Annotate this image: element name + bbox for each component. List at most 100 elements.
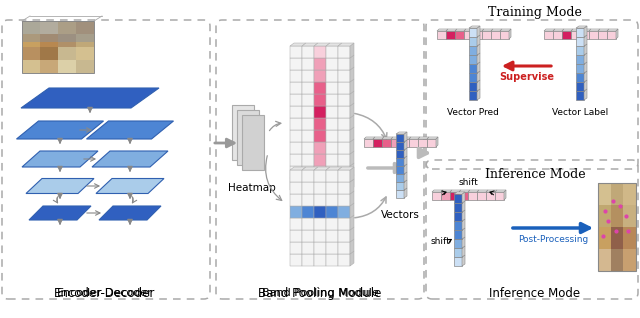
- Polygon shape: [404, 172, 407, 182]
- Bar: [396, 166, 404, 174]
- Bar: [396, 182, 404, 190]
- Bar: [409, 139, 418, 147]
- Polygon shape: [338, 167, 354, 170]
- Bar: [302, 254, 314, 266]
- Bar: [314, 194, 326, 206]
- Bar: [338, 106, 350, 118]
- Bar: [338, 142, 350, 154]
- Bar: [544, 31, 553, 39]
- Bar: [58, 60, 76, 73]
- Bar: [326, 142, 338, 154]
- Bar: [469, 55, 477, 64]
- Polygon shape: [404, 140, 407, 150]
- Polygon shape: [427, 137, 438, 139]
- Polygon shape: [99, 206, 161, 220]
- Polygon shape: [571, 29, 582, 31]
- Bar: [326, 166, 338, 178]
- Polygon shape: [314, 43, 330, 46]
- Bar: [314, 118, 326, 130]
- Polygon shape: [350, 55, 354, 70]
- Bar: [441, 192, 450, 200]
- Bar: [314, 206, 326, 218]
- Polygon shape: [584, 80, 587, 91]
- Polygon shape: [482, 29, 493, 31]
- Bar: [607, 31, 616, 39]
- Polygon shape: [432, 190, 443, 192]
- Polygon shape: [26, 178, 94, 193]
- Polygon shape: [477, 80, 480, 91]
- Polygon shape: [350, 127, 354, 142]
- Bar: [326, 130, 338, 142]
- Polygon shape: [437, 29, 448, 31]
- Polygon shape: [350, 151, 354, 166]
- Bar: [314, 178, 326, 190]
- Polygon shape: [302, 167, 318, 170]
- Text: Training Mode: Training Mode: [488, 6, 582, 19]
- Polygon shape: [450, 190, 461, 192]
- Bar: [326, 242, 338, 254]
- Polygon shape: [576, 26, 587, 28]
- Bar: [302, 130, 314, 142]
- Polygon shape: [473, 29, 484, 31]
- Bar: [454, 212, 462, 221]
- Polygon shape: [373, 137, 384, 139]
- Bar: [500, 31, 509, 39]
- Bar: [589, 31, 598, 39]
- Polygon shape: [350, 79, 354, 94]
- Polygon shape: [350, 203, 354, 218]
- Bar: [302, 182, 314, 194]
- Bar: [598, 249, 611, 271]
- Bar: [326, 118, 338, 130]
- Bar: [290, 170, 302, 182]
- Polygon shape: [469, 26, 480, 28]
- Bar: [290, 94, 302, 106]
- Polygon shape: [350, 103, 354, 118]
- Bar: [290, 166, 302, 178]
- Polygon shape: [584, 89, 587, 100]
- Polygon shape: [364, 137, 375, 139]
- Bar: [22, 21, 40, 34]
- Polygon shape: [314, 167, 330, 170]
- Polygon shape: [290, 167, 306, 170]
- Bar: [290, 242, 302, 254]
- Bar: [469, 64, 477, 73]
- Polygon shape: [29, 206, 91, 220]
- Polygon shape: [455, 29, 466, 31]
- Bar: [326, 82, 338, 94]
- Polygon shape: [504, 190, 506, 200]
- Bar: [22, 47, 40, 60]
- Polygon shape: [92, 151, 168, 167]
- Bar: [459, 192, 468, 200]
- Text: Encoder-Decoder: Encoder-Decoder: [54, 287, 156, 300]
- Bar: [314, 58, 326, 70]
- Bar: [290, 218, 302, 230]
- Bar: [22, 34, 40, 47]
- Bar: [326, 154, 338, 166]
- Bar: [432, 192, 441, 200]
- Bar: [314, 242, 326, 254]
- Bar: [302, 142, 314, 154]
- Bar: [396, 190, 404, 198]
- Bar: [373, 139, 382, 147]
- Bar: [455, 31, 464, 39]
- Polygon shape: [459, 190, 470, 192]
- Bar: [338, 70, 350, 82]
- Text: Band Pooling Module: Band Pooling Module: [262, 288, 378, 298]
- Polygon shape: [404, 188, 407, 198]
- Bar: [454, 230, 462, 239]
- Bar: [338, 242, 350, 254]
- Polygon shape: [400, 137, 411, 139]
- Bar: [338, 154, 350, 166]
- Bar: [290, 254, 302, 266]
- Polygon shape: [580, 29, 591, 31]
- Bar: [290, 194, 302, 206]
- Bar: [314, 230, 326, 242]
- Polygon shape: [584, 53, 587, 64]
- Polygon shape: [553, 29, 564, 31]
- Bar: [314, 182, 326, 194]
- Bar: [76, 34, 94, 47]
- Polygon shape: [21, 88, 159, 108]
- Bar: [382, 139, 391, 147]
- Bar: [302, 230, 314, 242]
- Bar: [290, 154, 302, 166]
